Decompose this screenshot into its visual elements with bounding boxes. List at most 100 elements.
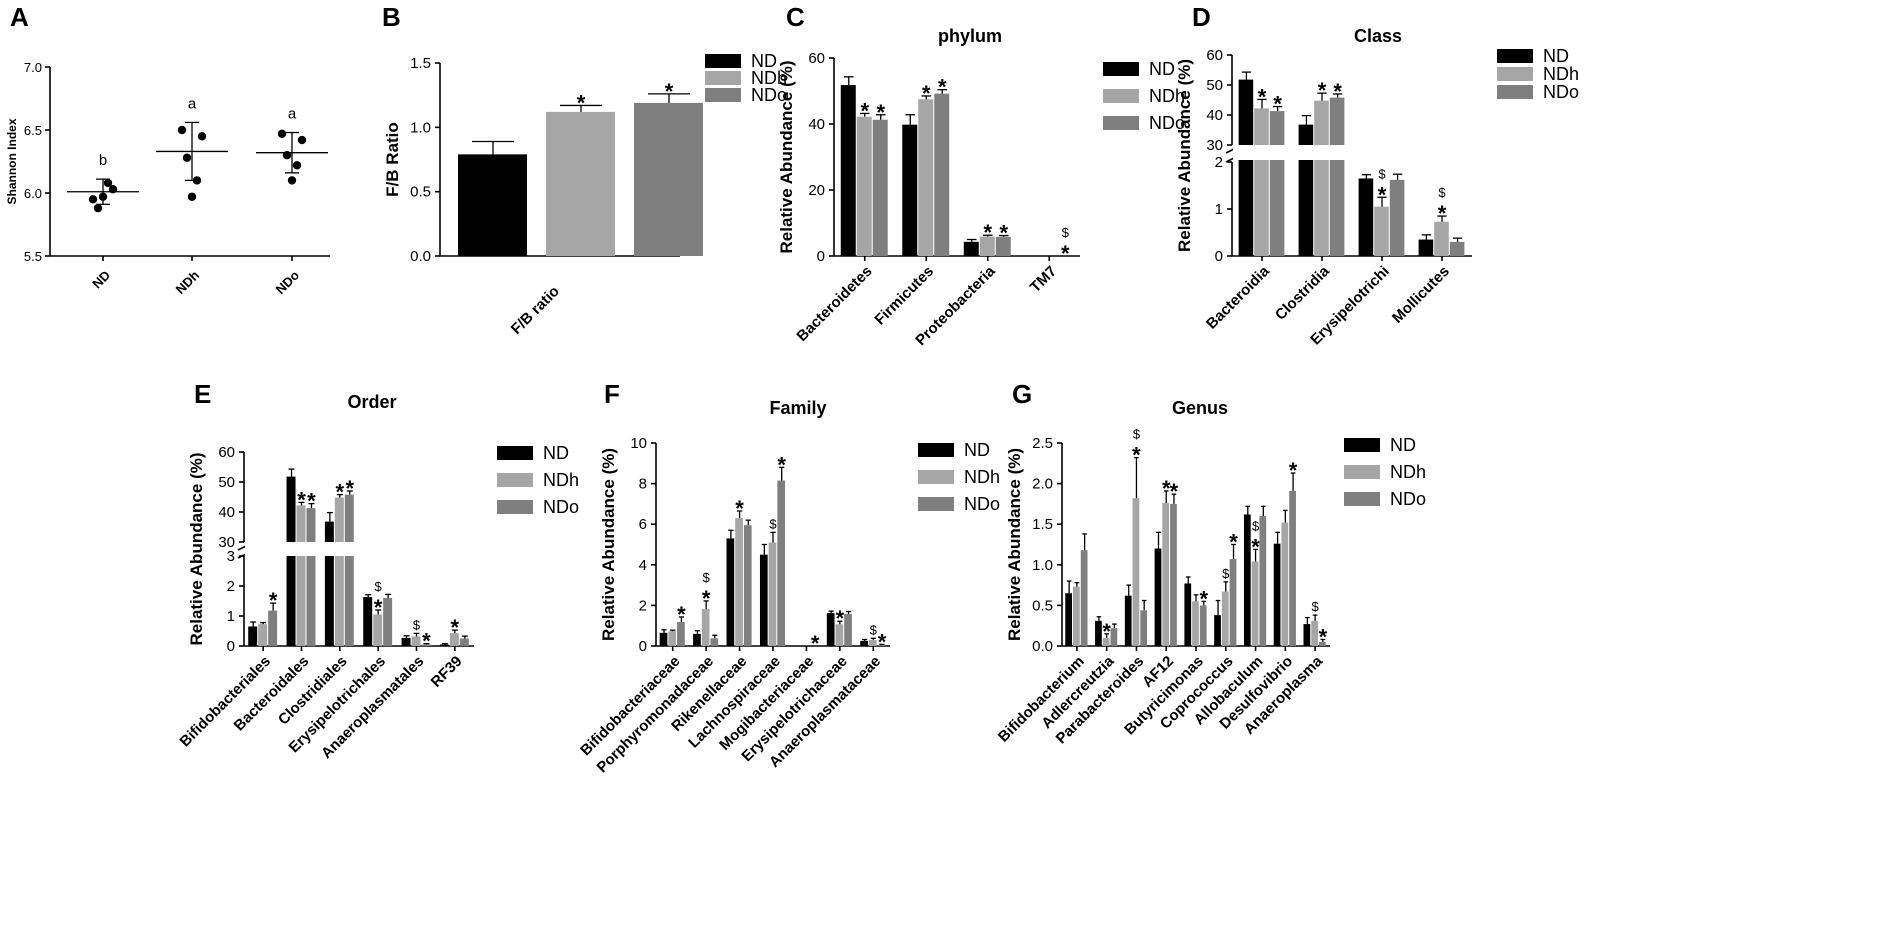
panel-title: Class [1354,26,1402,46]
legend-swatch-ndo [1103,116,1139,130]
legend-swatch-nd [1497,49,1533,63]
bar-ndo [634,102,703,257]
y-tick-label: 50 [1206,77,1223,94]
bar-ndo [1229,559,1237,646]
axis-break-gap [245,543,475,555]
panel-title: phylum [938,26,1002,46]
y-tick-label: 40 [218,504,235,521]
bar-ndh [373,614,383,646]
significance-dollar: $ [413,617,421,632]
bar-ndo [677,622,685,646]
panel-a: A 5.5 6.0 6.5 7.0 Shannon Index ND b NDh a NDo a [5,2,330,297]
bar-ndo [421,644,431,646]
bar-nd [1243,514,1251,646]
y-tick-label: 6 [639,516,647,533]
legend-swatch-nd [1344,438,1380,452]
bar-ndo [383,598,393,646]
x-tick-label: NDh [173,267,203,297]
bar-nd [840,85,856,256]
significance-star: * [836,606,845,631]
data-point [292,161,302,170]
x-tick-label: Bacteroidetes [793,263,875,345]
bar-ndh [868,639,877,646]
bar-ndo [995,236,1011,256]
legend-swatch-nd [705,54,741,68]
legend-label-nd: ND [1543,46,1569,66]
bar-ndh [1162,503,1170,646]
bar-ndh [856,116,872,257]
data-point [187,192,197,201]
bar-ndh [1311,620,1318,646]
legend-swatch-ndh [1497,67,1533,81]
y-tick-label: 1 [227,608,235,625]
panel-f: F Family ND NDh NDo 0 2 4 6 8 10 Relative Abundance… [577,379,1000,776]
data-point [197,132,207,141]
y-axis-label: Relative Abundance (%) [1175,59,1194,252]
significance-star: * [1319,625,1328,650]
bar-ndh [411,636,421,646]
bar-ndo [459,638,469,646]
bar-ndh [835,624,844,646]
y-tick-label: 1 [1215,201,1223,218]
bar-ndo [1259,516,1267,646]
bar-ndh [296,505,306,542]
significance-star: * [374,595,383,620]
bar-nd [963,241,979,256]
bar-nd [1303,624,1311,646]
legend-label-ndh: NDh [543,470,579,490]
legend-label-ndh: NDh [1543,64,1579,84]
significance-star: * [422,629,431,654]
data-point [88,195,98,204]
bar-ndh [296,556,306,646]
bar-ndh [1254,160,1269,256]
y-tick-label: 2.5 [1032,435,1053,452]
legend-label-ndh: NDh [1149,86,1185,106]
significance-star: * [922,81,931,106]
significance-star: * [1170,479,1179,504]
bar-ndo [844,613,852,646]
significance-letter: b [99,152,107,169]
legend-label-ndo: NDo [751,85,787,105]
bar-nd [1298,160,1314,256]
legend-swatch-ndh [918,470,954,484]
y-axis-label: F/B Ratio [383,122,402,197]
significance-star: * [735,496,744,521]
bar-nd [1095,620,1102,646]
significance-letter: a [188,95,197,112]
legend-swatch-ndh [1103,89,1139,103]
y-tick-label: 0 [227,638,235,655]
legend-label-nd: ND [1390,435,1416,455]
y-tick-label: 40 [1206,107,1223,124]
legend-swatch-ndo [918,497,954,511]
significance-dollar: $ [769,516,777,531]
y-tick-label: 3 [227,548,235,565]
bar-nd [1298,124,1314,145]
data-point [108,185,118,194]
bar-ndh [334,497,344,542]
significance-star: * [1102,619,1111,644]
x-tick-label: Bacteroidia [1203,262,1273,332]
axis-break-gap [1233,146,1473,159]
bar-ndh [1374,206,1389,256]
significance-star: * [1199,586,1208,611]
y-tick-label: 5.5 [24,249,42,264]
bar-nd [1238,160,1254,256]
y-tick-label: 1.5 [1032,516,1053,533]
y-tick-label: 30 [218,534,235,551]
bar-ndh [546,111,615,256]
panel-g: G Genus ND NDh NDo 0.0 0.5 1.0 1.5 2.0 2.5 Relative… [995,379,1426,747]
bar-ndh [334,556,344,646]
data-point [277,129,287,138]
significance-star: * [1318,78,1327,103]
x-tick-label: NDo [273,267,303,297]
bar-ndo [1080,550,1088,646]
significance-star: * [1378,182,1387,207]
y-tick-label: 2 [639,597,647,614]
bar-ndh [1251,561,1259,646]
x-tick-label: Firmicutes [871,263,937,329]
bar-ndo [1449,241,1465,256]
y-tick-label: 50 [218,474,235,491]
significance-dollar: $ [1438,185,1446,200]
